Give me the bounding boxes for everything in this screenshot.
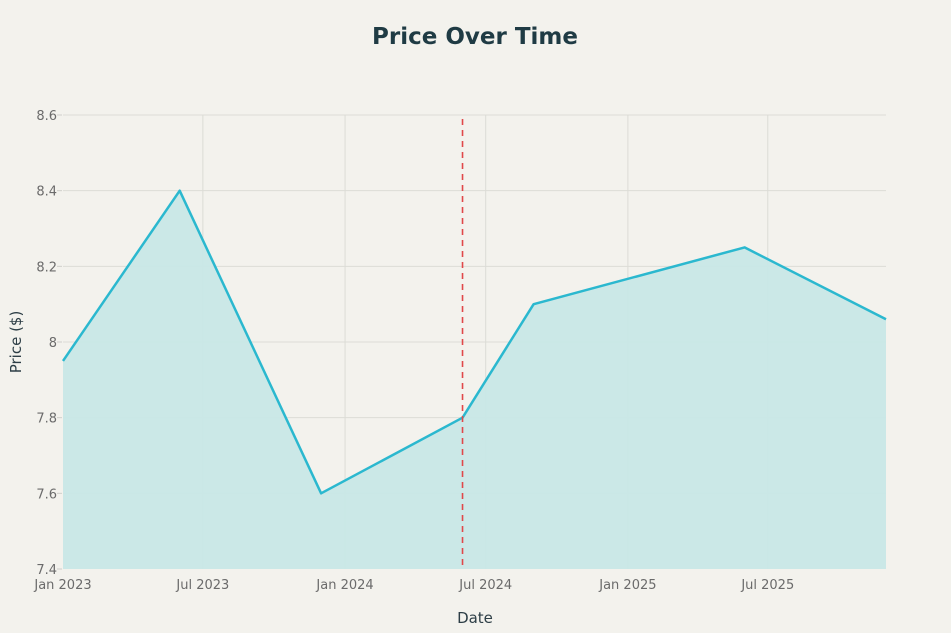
y-tick-label: 7.4 [36, 563, 57, 578]
y-tick-label: 8.2 [36, 260, 57, 275]
x-tick-label: Jul 2023 [175, 578, 229, 593]
chart-title: Price Over Time [372, 24, 578, 50]
y-axis-label: Price ($) [7, 311, 25, 374]
area-fill [63, 190, 886, 569]
y-tick-label: 7.8 [36, 412, 57, 427]
y-tick-label: 8.4 [36, 185, 57, 200]
x-axis-label: Date [457, 609, 493, 627]
x-tick-label: Jul 2025 [740, 578, 794, 593]
y-tick-label: 7.6 [36, 487, 57, 502]
x-tick-label: Jan 2023 [33, 578, 91, 593]
y-tick-label: 8.6 [36, 109, 57, 124]
y-tick-label: 8 [49, 336, 57, 351]
x-tick-label: Jan 2025 [598, 578, 656, 593]
x-tick-label: Jan 2024 [315, 578, 373, 593]
x-tick-label: Jul 2024 [458, 578, 512, 593]
